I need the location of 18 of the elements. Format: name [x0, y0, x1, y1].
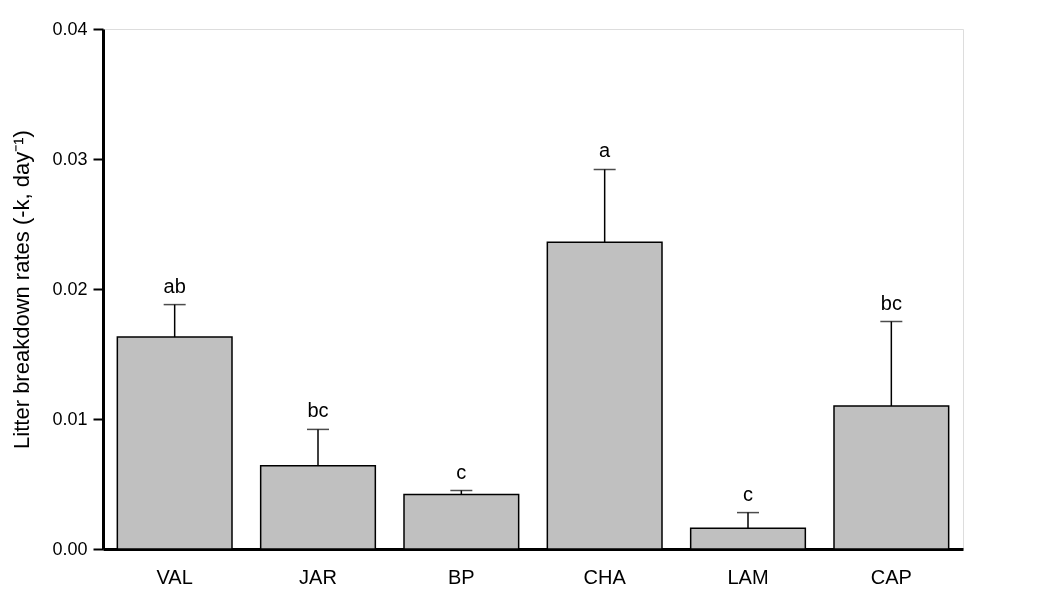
x-tick-label: BP	[447, 565, 475, 588]
y-axis-title: Litter breakdown rates (-k, day⁻¹)	[9, 130, 35, 449]
x-tick-label: CHA	[583, 565, 627, 588]
annotation: bc	[880, 291, 902, 314]
y-tick-label: 0.03	[52, 148, 88, 169]
annotation: c	[456, 460, 467, 483]
y-tick-label: 0.02	[52, 278, 88, 299]
y-tick-label: 0.00	[52, 538, 88, 559]
annotation: a	[599, 139, 612, 162]
annotation: bc	[307, 399, 329, 422]
y-tick-label: 0.01	[52, 408, 88, 429]
annotation: ab	[163, 274, 186, 297]
x-tick-label: VAL	[156, 565, 193, 588]
x-tick-label: JAR	[299, 565, 337, 588]
y-tick-label: 0.04	[52, 18, 88, 39]
x-tick-label: CAP	[870, 565, 912, 588]
annotation: c	[743, 482, 753, 505]
x-tick-label: LAM	[727, 565, 769, 588]
